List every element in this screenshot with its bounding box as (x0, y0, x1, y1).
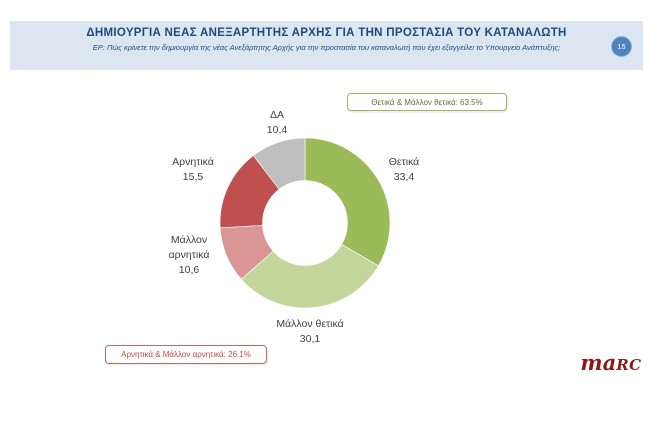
positive-total-callout: Θετικά & Μάλλον θετικά: 63.5% (347, 93, 507, 111)
donut-chart (217, 135, 393, 311)
donut-segment-1 (240, 243, 379, 309)
segment-label-text: Αρνητικά (172, 156, 214, 168)
slide-number-badge: 15 (611, 36, 632, 57)
segment-label-text: ΔΑ (269, 109, 285, 121)
segment-label-text: Μάλλον αρνητικά (168, 234, 210, 261)
segment-label-value: 33,4 (393, 171, 415, 183)
page-title: ΔΗΜΙΟΥΡΓΙΑ ΝΕΑΣ ΑΝΕΞΑΡΤΗΤΗΣ ΑΡΧΗΣ ΓΙΑ ΤΗ… (86, 27, 567, 39)
segment-label-text: Θετικά (388, 156, 420, 168)
segment-label-value: 15,5 (182, 171, 204, 183)
segment-label-mallon-thetika: Μάλλον θετικά 30,1 (250, 317, 370, 347)
segment-label-thetika: Θετικά 33,4 (364, 155, 444, 185)
header-band: ΔΗΜΙΟΥΡΓΙΑ ΝΕΑΣ ΑΝΕΞΑΡΤΗΤΗΣ ΑΡΧΗΣ ΓΙΑ ΤΗ… (10, 21, 643, 70)
positive-total-text: Θετικά & Μάλλον θετικά: 63.5% (371, 97, 483, 107)
slide-number: 15 (617, 42, 626, 51)
segment-label-text: Μάλλον θετικά (276, 318, 344, 330)
donut-segment-4 (252, 137, 306, 190)
negative-total-text: Αρνητικά & Μάλλον αρνητικά: 26.1% (121, 350, 251, 359)
donut-segment-0 (304, 137, 391, 267)
segment-label-value: 10,4 (266, 124, 288, 136)
negative-total-callout: Αρνητικά & Μάλλον αρνητικά: 26.1% (105, 345, 267, 364)
marc-logo-text: ma (580, 350, 617, 375)
marc-logo-caps: RC (616, 356, 642, 374)
marc-logo: maRC (570, 350, 652, 378)
segment-label-mallon-arnitika: Μάλλον αρνητικά 10,6 (157, 233, 221, 278)
segment-label-value: 30,1 (299, 333, 321, 345)
segment-label-value: 10,6 (178, 264, 200, 276)
segment-label-da: ΔΑ 10,4 (237, 108, 317, 138)
segment-label-arnitika: Αρνητικά 15,5 (153, 155, 233, 185)
question-subtitle: ΕΡ: Πώς κρίνετε την δημιουργία της νέας … (92, 43, 561, 52)
